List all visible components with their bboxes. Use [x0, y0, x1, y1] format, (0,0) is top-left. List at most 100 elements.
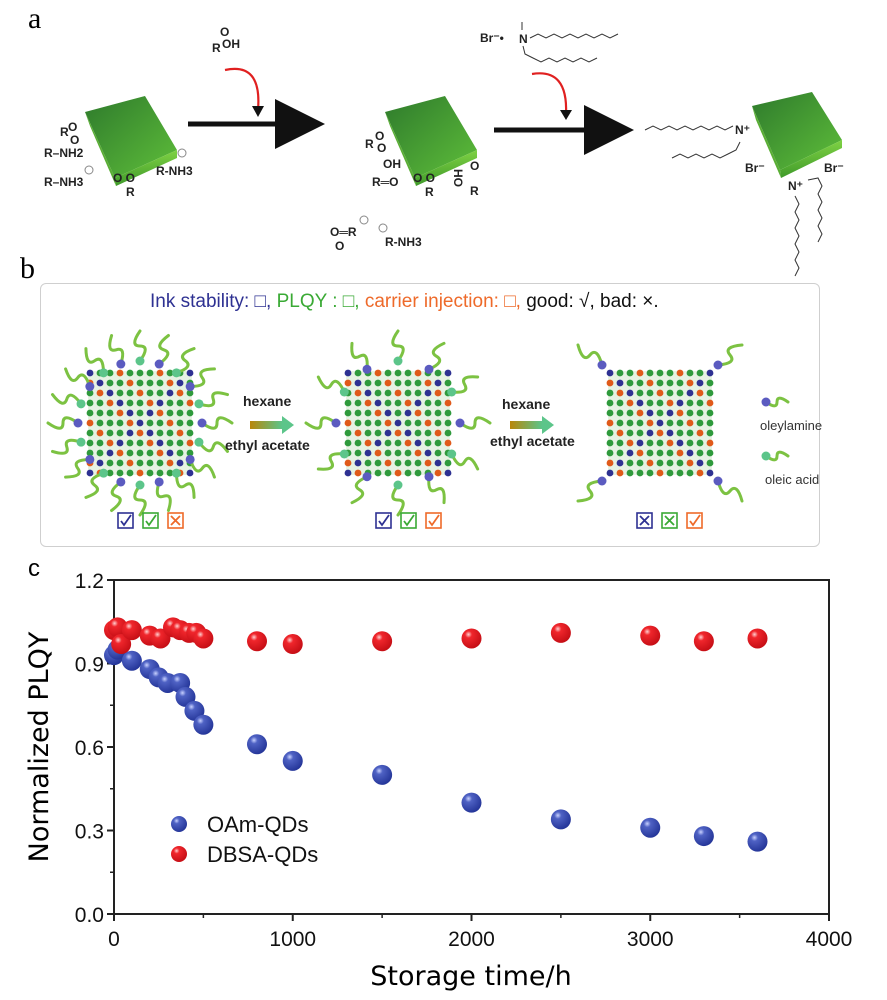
stage-1-ligand	[51, 437, 86, 455]
arrow-2-bottom-label: ethyl acetate	[490, 433, 575, 449]
reaction-arrow-1: R O OH	[188, 25, 325, 149]
svg-text:R═O: R═O	[372, 175, 399, 189]
stage-2-ligand	[424, 341, 446, 374]
stage-1-ligand	[171, 468, 196, 499]
data-point-dbsa-qds	[121, 620, 142, 641]
stage-1-ligand	[64, 367, 95, 392]
legend-oleylamine-icon	[761, 396, 790, 408]
data-point-oam-qds	[121, 650, 142, 671]
svg-text:R: R	[212, 41, 221, 55]
arrow-1-bottom-label: ethyl acetate	[225, 437, 310, 453]
nanocrystal-cube-3	[752, 92, 842, 178]
svg-text:O: O	[377, 141, 386, 155]
stage-1-ligand	[194, 437, 229, 453]
data-point-oam-qds	[747, 831, 768, 852]
data-point-dbsa-qds	[461, 628, 482, 649]
nanocrystal-stage-1	[86, 369, 194, 477]
cube-2-ligands: ROO OH R═O O OR HO OR O═RO R-NH3	[330, 129, 479, 253]
stage-1-ink-good-icon	[117, 512, 134, 529]
stage-1-ligand	[46, 416, 83, 430]
stage-1-ligand	[171, 347, 196, 378]
data-point-dbsa-qds	[550, 622, 571, 643]
stage-2-ligand	[350, 341, 372, 374]
stage-2-ligand	[447, 375, 480, 397]
legend-oleic-acid-label: oleic acid	[765, 472, 820, 487]
svg-text:O: O	[220, 25, 229, 39]
y-tick-label: 1.2	[75, 570, 104, 593]
data-point-oam-qds	[693, 826, 714, 847]
stage-2-ligand	[316, 449, 349, 471]
svg-text:O: O	[335, 239, 344, 253]
y-tick-label: 0.0	[75, 904, 104, 927]
svg-text:O═R: O═R	[330, 225, 357, 239]
stage-1-ligand	[154, 477, 172, 512]
stage-2-ligand	[391, 480, 405, 517]
data-point-oam-qds	[640, 817, 661, 838]
legend: OAm-QDs DBSA-QDs	[171, 812, 318, 867]
svg-text:R: R	[365, 137, 374, 151]
legend-marker-oam	[171, 816, 187, 832]
stage-1-ligand	[133, 480, 147, 517]
panel-b-title: Ink stability: □, PLQY : □, carrier inje…	[150, 291, 659, 313]
title-ink-stability: Ink stability: □,	[150, 291, 272, 312]
svg-text:N⁺: N⁺	[788, 179, 803, 193]
legend-marker-dbsa	[171, 846, 187, 862]
stage-1-carrier-bad-icon	[167, 512, 184, 529]
stage-2-ligand	[350, 472, 372, 505]
svg-text:Br⁻: Br⁻	[824, 161, 844, 175]
stage-1-ligand	[110, 477, 126, 512]
title-good-bad: good: √, bad: ×.	[526, 291, 659, 312]
svg-text:Br⁻: Br⁻	[745, 161, 765, 175]
data-point-oam-qds	[247, 734, 267, 755]
svg-text:O O: O O	[113, 171, 135, 185]
stage-3-carrier-good-icon	[686, 512, 703, 529]
title-plqy: PLQY : □,	[276, 291, 360, 312]
data-point-dbsa-qds	[193, 628, 214, 649]
x-tick-label: 3000	[627, 928, 674, 951]
svg-text:N: N	[519, 32, 528, 46]
legend-label-oam: OAm-QDs	[207, 812, 308, 837]
reaction-arrow-2: Br⁻• N	[480, 22, 634, 155]
data-point-dbsa-qds	[372, 631, 393, 652]
x-tick-label: 0	[108, 928, 120, 951]
data-point-oam-qds	[550, 809, 571, 830]
svg-text:R-NH3: R-NH3	[385, 235, 422, 249]
data-point-oam-qds	[282, 750, 303, 771]
data-point-dbsa-qds	[747, 628, 768, 649]
panel-b-letter: b	[20, 252, 35, 285]
data-point-dbsa-qds	[282, 634, 303, 655]
stage-2-ink-good-icon	[375, 512, 392, 529]
arrow-1-top-label: hexane	[243, 393, 292, 409]
stage-2-ligand	[424, 472, 446, 505]
stage-1-ligand	[84, 468, 109, 499]
title-carrier-injection: carrier injection: □,	[364, 291, 521, 312]
nanocrystal-cube-2	[385, 96, 477, 186]
svg-text:R: R	[470, 184, 479, 198]
cube-3-ligands: N⁺ Br⁻ Br⁻ N⁺	[644, 123, 844, 277]
stage-3-ligand	[713, 343, 744, 370]
svg-text:R–NH2: R–NH2	[44, 146, 84, 160]
svg-text:O: O	[70, 133, 79, 147]
x-tick-label: 1000	[269, 928, 316, 951]
data-point-dbsa-qds	[111, 634, 132, 655]
stage-2-ligand	[455, 416, 492, 430]
solvent-arrow-2	[510, 416, 554, 434]
stage-1-ligand	[185, 454, 216, 479]
data-point-dbsa-qds	[247, 631, 267, 652]
stage-1-ligand	[64, 454, 95, 479]
stage-1-ligand	[51, 393, 86, 409]
svg-text:O O: O O	[413, 171, 435, 185]
y-axis-title: Normalized PLQY	[24, 631, 55, 862]
stage-3-ink-bad-icon	[636, 512, 653, 529]
stage-1-ligand	[197, 416, 234, 430]
data-point-oam-qds	[193, 714, 214, 735]
stage-1-ligand	[84, 347, 109, 378]
svg-text:R-NH3: R-NH3	[156, 164, 193, 178]
nanocrystal-stage-3	[606, 369, 714, 477]
svg-text:O: O	[68, 120, 77, 134]
y-tick-label: 0.9	[75, 654, 104, 677]
stage-2-ligand	[391, 329, 405, 366]
